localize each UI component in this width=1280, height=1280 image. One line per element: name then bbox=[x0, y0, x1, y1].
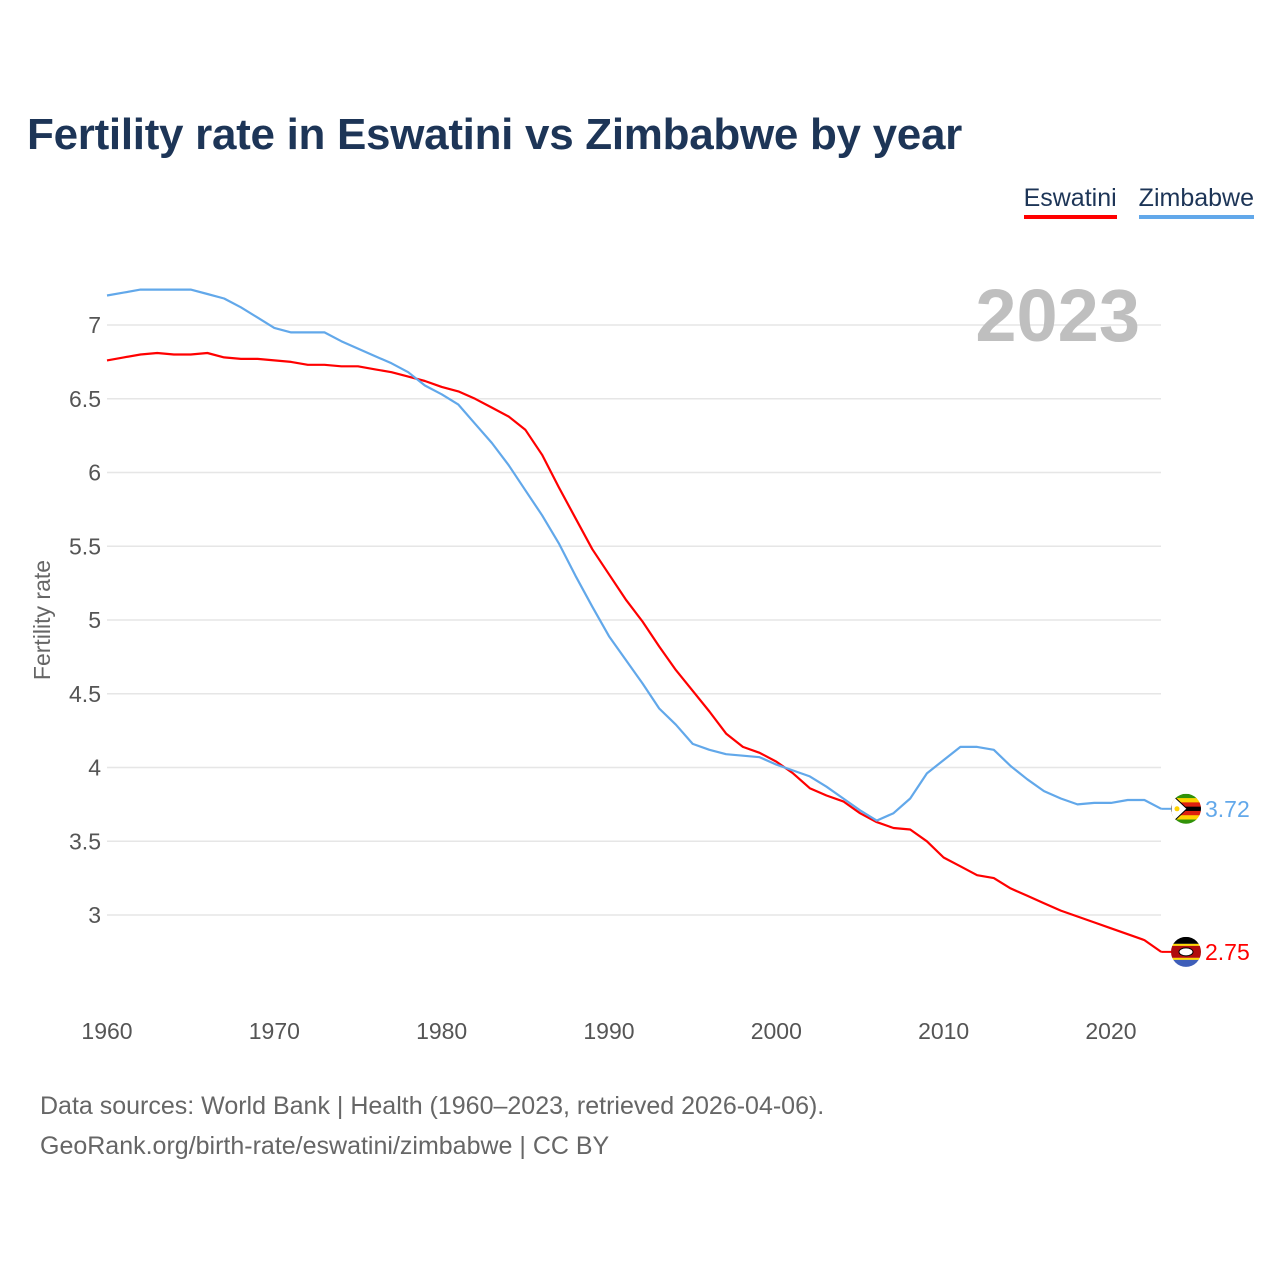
legend-item-eswatini[interactable]: Eswatini bbox=[1023, 184, 1117, 219]
x-tick-label: 1980 bbox=[416, 1018, 467, 1044]
flag-body bbox=[1171, 793, 1201, 824]
legend: Eswatini Zimbabwe bbox=[1023, 184, 1254, 219]
eswatini-flag-icon bbox=[1171, 936, 1201, 967]
y-tick-label: 6 bbox=[88, 460, 101, 486]
flag-stripe bbox=[1171, 943, 1201, 946]
flag-stripe bbox=[1171, 798, 1201, 803]
flag-stripe bbox=[1171, 959, 1201, 967]
chart-title: Fertility rate in Eswatini vs Zimbabwe b… bbox=[27, 110, 962, 159]
legend-item-zimbabwe[interactable]: Zimbabwe bbox=[1138, 184, 1254, 219]
flag-stripe bbox=[1171, 819, 1201, 824]
footer: Data sources: World Bank | Health (1960–… bbox=[40, 1086, 824, 1166]
y-tick-label: 5 bbox=[88, 607, 101, 633]
y-tick-label: 3.5 bbox=[69, 828, 101, 854]
y-tick-label: 4 bbox=[88, 755, 101, 781]
flag-star bbox=[1174, 806, 1180, 812]
flag-stripe bbox=[1171, 957, 1201, 960]
flag-body bbox=[1171, 936, 1201, 967]
end-value-label: 2.75 bbox=[1205, 939, 1250, 965]
y-tick-label: 3 bbox=[88, 902, 101, 928]
x-tick-label: 1970 bbox=[249, 1018, 300, 1044]
x-tick-label: 2020 bbox=[1085, 1018, 1136, 1044]
flag-stripe bbox=[1171, 810, 1201, 816]
series-line-zimbabwe bbox=[106, 288, 1162, 822]
flag-stripe bbox=[1171, 802, 1201, 808]
flag-stripe bbox=[1171, 815, 1201, 821]
x-tick-label: 1960 bbox=[81, 1018, 132, 1044]
end-value-label: 3.72 bbox=[1205, 796, 1250, 822]
flag-stripe bbox=[1171, 936, 1201, 944]
data-source-text: Data sources: World Bank | Health (1960–… bbox=[40, 1092, 825, 1120]
flag-shield bbox=[1178, 947, 1194, 957]
y-axis-label: Fertility rate bbox=[29, 560, 55, 680]
series-line-eswatini bbox=[106, 351, 1162, 953]
flag-stripe bbox=[1171, 793, 1201, 799]
x-tick-label: 2010 bbox=[918, 1018, 969, 1044]
zimbabwe-flag-icon bbox=[1171, 793, 1201, 824]
attribution-text: GeoRank.org/birth-rate/eswatini/zimbabwe… bbox=[40, 1132, 610, 1160]
y-tick-label: 7 bbox=[88, 312, 101, 338]
y-tick-label: 5.5 bbox=[69, 533, 101, 559]
x-tick-label: 2000 bbox=[751, 1018, 802, 1044]
y-tick-label: 4.5 bbox=[69, 681, 101, 707]
x-tick-label: 1990 bbox=[583, 1018, 634, 1044]
year-watermark: 2023 bbox=[975, 274, 1140, 357]
y-tick-label: 6.5 bbox=[69, 386, 101, 412]
